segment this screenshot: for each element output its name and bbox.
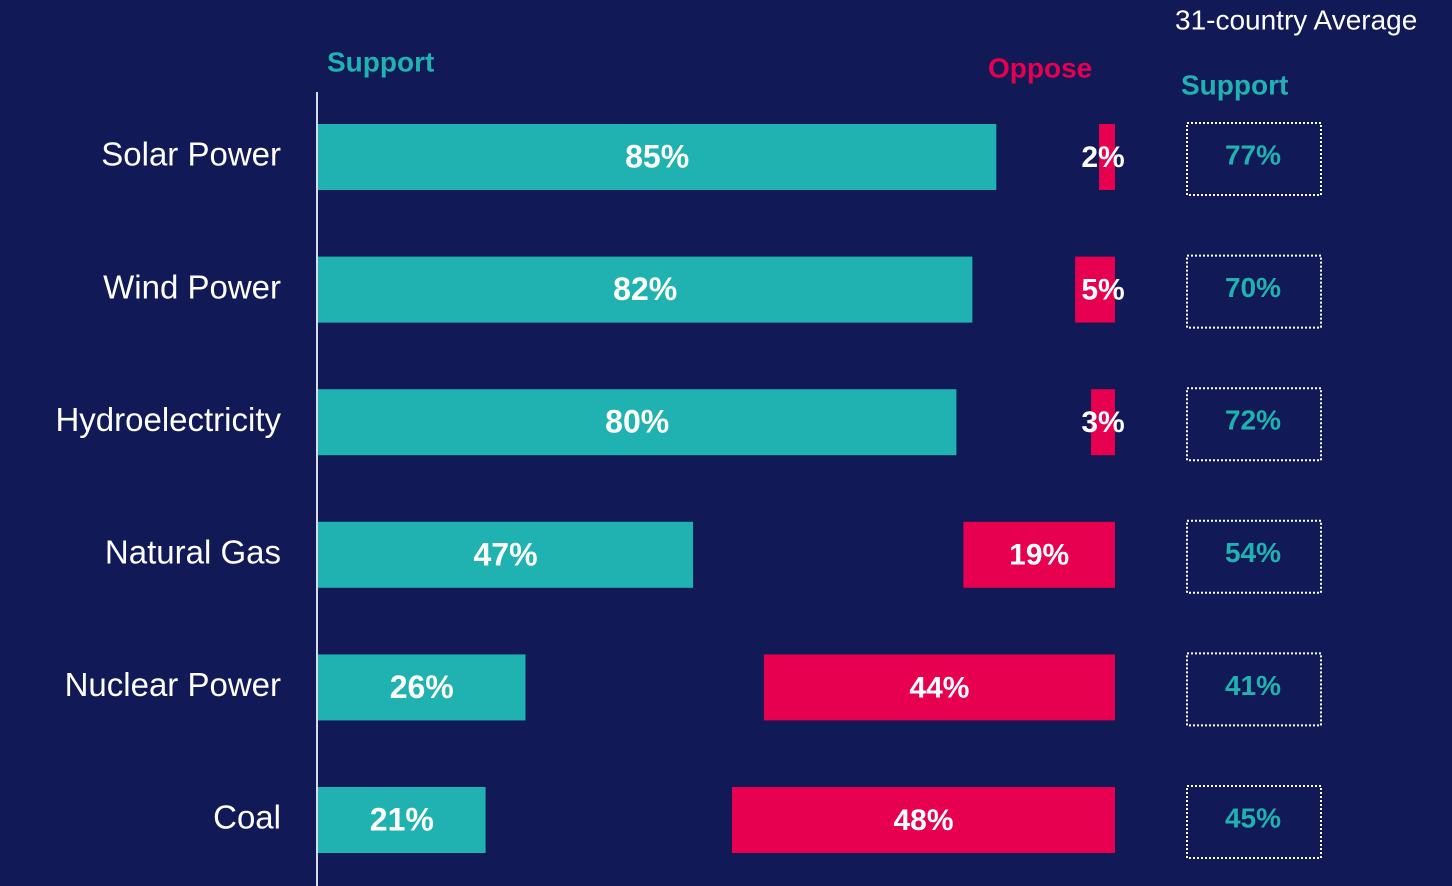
- oppose-bar: [963, 521, 1115, 588]
- legend-oppose: Oppose: [988, 52, 1092, 83]
- category-label: Coal: [213, 799, 281, 836]
- support-label: 80%: [605, 404, 669, 440]
- support-label: 21%: [370, 801, 434, 837]
- average-value: 72%: [1225, 405, 1281, 436]
- average-subtitle: Support: [1181, 69, 1288, 100]
- category-label: Natural Gas: [105, 534, 281, 571]
- average-value: 41%: [1225, 670, 1281, 701]
- category-label: Nuclear Power: [65, 666, 281, 703]
- average-value: 70%: [1225, 272, 1281, 303]
- oppose-label: 2%: [1081, 141, 1124, 174]
- support-bar: [318, 654, 526, 721]
- oppose-label: 48%: [893, 804, 953, 837]
- average-value: 77%: [1225, 139, 1281, 170]
- support-label: 47%: [474, 536, 538, 572]
- support-bar: [318, 389, 957, 456]
- average-box: [1186, 122, 1322, 196]
- support-label: 82%: [613, 271, 677, 307]
- oppose-bar: [731, 787, 1115, 853]
- support-bar: [318, 124, 997, 190]
- average-value: 54%: [1225, 537, 1281, 568]
- oppose-label: 44%: [909, 671, 969, 704]
- legend-support: Support: [327, 46, 434, 77]
- category-label: Solar Power: [101, 136, 281, 173]
- oppose-label: 3%: [1081, 406, 1124, 439]
- average-box: [1186, 785, 1322, 859]
- oppose-bar: [1091, 389, 1115, 456]
- average-box: [1186, 387, 1322, 462]
- oppose-label: 19%: [1009, 539, 1069, 572]
- average-value: 45%: [1225, 802, 1281, 833]
- oppose-bar: [763, 654, 1115, 721]
- category-label: Wind Power: [103, 268, 281, 305]
- support-bar: [318, 787, 486, 853]
- average-box: [1186, 652, 1322, 727]
- support-label: 85%: [625, 138, 689, 174]
- oppose-label: 5%: [1081, 274, 1124, 307]
- support-bar: [318, 521, 694, 588]
- oppose-bar: [1075, 256, 1115, 323]
- oppose-bar: [1099, 124, 1115, 190]
- category-label: Hydroelectricity: [55, 401, 281, 438]
- support-bar: [318, 256, 973, 323]
- support-label: 26%: [390, 669, 454, 705]
- average-title: 31-country Average: [1175, 4, 1417, 35]
- average-box: [1186, 519, 1322, 594]
- average-box: [1186, 254, 1322, 329]
